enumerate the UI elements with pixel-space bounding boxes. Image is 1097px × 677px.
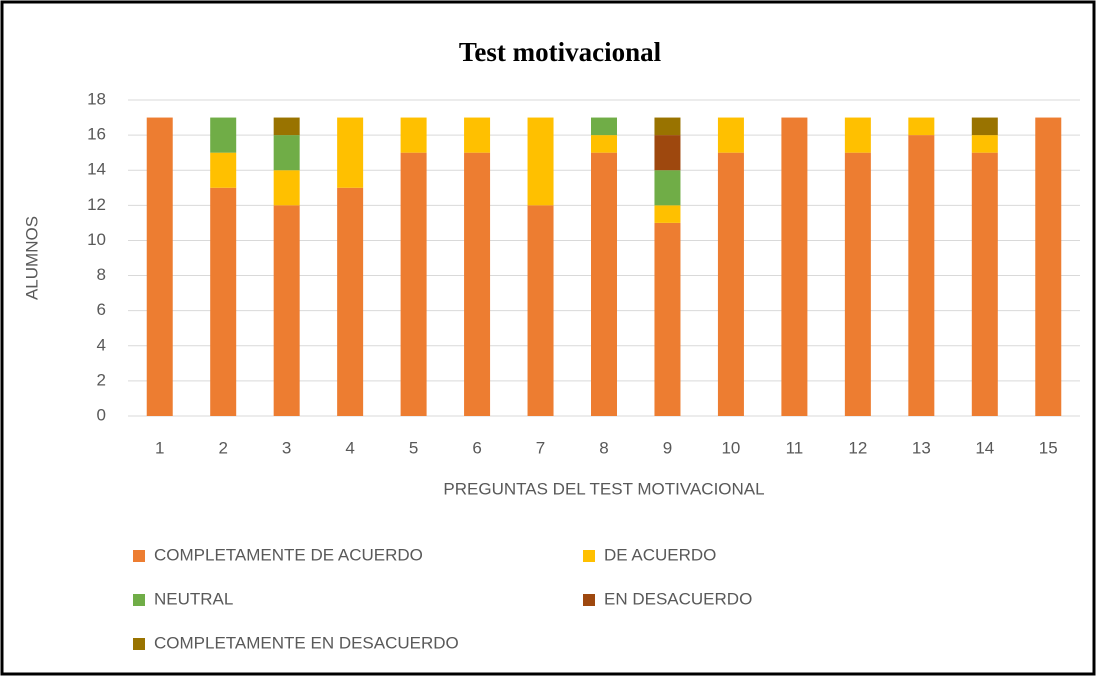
bar-segment [971,152,998,416]
y-tick-label: 16 [87,125,106,144]
legend-label: DE ACUERDO [604,545,716,564]
legend-swatch [583,550,595,562]
x-tick-label: 9 [663,438,672,457]
bar-segment [654,205,681,223]
bar-segment [273,117,300,136]
bar-segment [210,152,237,188]
bar-segment [400,152,427,416]
y-tick-label: 6 [97,300,106,319]
legend-label: COMPLETAMENTE DE ACUERDO [154,545,423,564]
y-tick-label: 8 [97,265,106,284]
bar-segment [717,117,744,153]
bar-segment [1035,117,1062,417]
bar-segment [273,205,300,416]
bar-segment [337,117,364,188]
y-tick-label: 10 [87,230,106,249]
x-tick-label: 7 [536,438,545,457]
bar-segment [654,135,681,171]
y-tick-label: 2 [97,370,106,389]
bar-segment [400,117,427,153]
bar-segment [337,187,364,416]
chart-title: Test motivacional [459,37,662,67]
bar-segment [971,117,998,136]
bar-segment [971,135,998,153]
legend-swatch [583,594,595,606]
legend-swatch [133,550,145,562]
bar-segment [146,117,173,417]
y-tick-label: 12 [87,195,106,214]
legend-label: COMPLETAMENTE EN DESACUERDO [154,633,459,652]
legend-swatch [133,594,145,606]
bar-segment [527,205,554,416]
x-tick-label: 11 [786,438,804,457]
bar-segment [654,222,681,416]
x-tick-label: 2 [218,438,227,457]
bar-segment [591,117,617,136]
legend-label: EN DESACUERDO [604,589,752,608]
bar-segment [210,117,237,153]
x-tick-label: 10 [721,438,740,457]
bar-segment [591,135,617,153]
bar-segment [844,152,871,416]
bar-segment [273,170,300,206]
bar-segment [654,117,681,136]
bar-segment [908,135,935,416]
bar-segment [717,152,744,416]
x-tick-label: 1 [155,438,164,457]
x-tick-label: 12 [848,438,867,457]
legend-label: NEUTRAL [154,589,233,608]
x-tick-label: 14 [975,438,994,457]
y-axis-label: ALUMNOS [22,216,41,300]
bar-segment [273,135,300,171]
y-tick-label: 18 [87,89,106,108]
x-tick-label: 4 [345,438,354,457]
bar-segment [781,117,808,417]
bar-segment [654,170,681,206]
bar-segment [527,117,554,206]
x-tick-label: 13 [912,438,931,457]
bar-segment [844,117,871,153]
bar-segment [908,117,935,136]
x-tick-label: 6 [472,438,481,457]
bar-segment [464,117,491,153]
y-tick-label: 4 [97,335,106,354]
x-tick-label: 15 [1039,438,1058,457]
legend-swatch [133,638,145,650]
x-tick-label: 5 [409,438,418,457]
x-tick-label: 3 [282,438,291,457]
bar-segment [464,152,491,416]
x-tick-label: 8 [599,438,608,457]
bar-segment [210,187,237,416]
bar-segment [591,152,617,416]
y-tick-label: 14 [87,160,106,179]
x-axis-label: PREGUNTAS DEL TEST MOTIVACIONAL [443,479,764,498]
y-tick-label: 0 [97,405,106,424]
